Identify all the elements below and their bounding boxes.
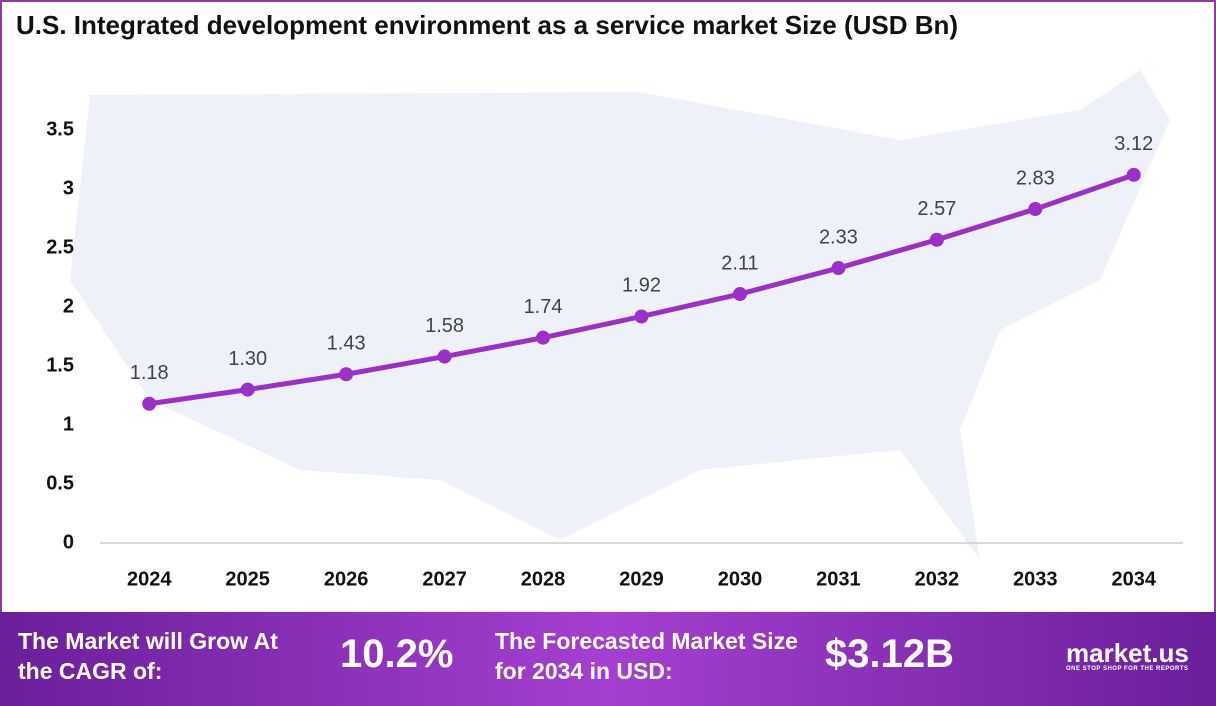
cagr-value: 10.2%: [340, 632, 454, 676]
point: [634, 309, 649, 324]
tagline: ONE STOP SHOP FOR THE REPORTS: [1066, 666, 1189, 672]
point: [1126, 167, 1141, 182]
y-tick-label: 1: [63, 413, 74, 435]
x-tick-label: 2024: [127, 568, 172, 590]
data-label: 2.11: [721, 252, 758, 274]
point: [142, 396, 157, 411]
map-background: [70, 70, 1170, 560]
y-tick-label: 2: [63, 295, 74, 317]
point: [1028, 202, 1043, 217]
brand: market.us: [1066, 638, 1189, 668]
x-tick-label: 2027: [422, 568, 467, 590]
data-label: 1.43: [327, 333, 366, 355]
x-tick-label: 2028: [521, 568, 566, 590]
x-tick-label: 2025: [225, 568, 270, 590]
x-tick-label: 2031: [816, 568, 861, 590]
cagr-text: The Market will Grow At the CAGR of:: [18, 628, 278, 684]
point: [536, 330, 551, 345]
y-tick-label: 3: [63, 177, 74, 199]
data-label: 1.30: [228, 348, 267, 370]
point: [732, 287, 747, 302]
chart-title: U.S. Integrated development environment …: [16, 10, 958, 40]
data-label: 2.57: [917, 198, 956, 220]
x-tick-label: 2033: [1013, 568, 1058, 590]
x-tick-label: 2029: [619, 568, 664, 590]
data-label: 2.33: [819, 226, 858, 248]
x-tick-label: 2032: [915, 568, 960, 590]
y-tick-label: 0.5: [46, 472, 74, 494]
y-tick-label: 3.5: [46, 118, 74, 140]
point: [339, 367, 354, 382]
y-tick-label: 0: [63, 531, 74, 553]
x-tick-label: 2026: [324, 568, 369, 590]
data-label: 3.12: [1114, 133, 1153, 155]
data-label: 1.18: [130, 362, 169, 384]
point: [831, 261, 846, 276]
x-tick-label: 2030: [718, 568, 763, 590]
point: [240, 382, 255, 397]
y-tick-label: 1.5: [46, 354, 74, 376]
data-label: 1.74: [524, 296, 563, 318]
forecast-value: $3.12B: [825, 632, 954, 676]
y-tick-label: 2.5: [46, 236, 74, 258]
forecast-text: The Forecasted Market Size for 2034 in U…: [495, 628, 798, 684]
data-label: 1.92: [622, 275, 661, 297]
point: [929, 232, 944, 247]
point: [437, 349, 452, 364]
data-label: 2.83: [1016, 167, 1055, 189]
x-tick-label: 2034: [1112, 568, 1157, 590]
data-label: 1.58: [425, 315, 464, 337]
footer-band: [0, 612, 1216, 706]
